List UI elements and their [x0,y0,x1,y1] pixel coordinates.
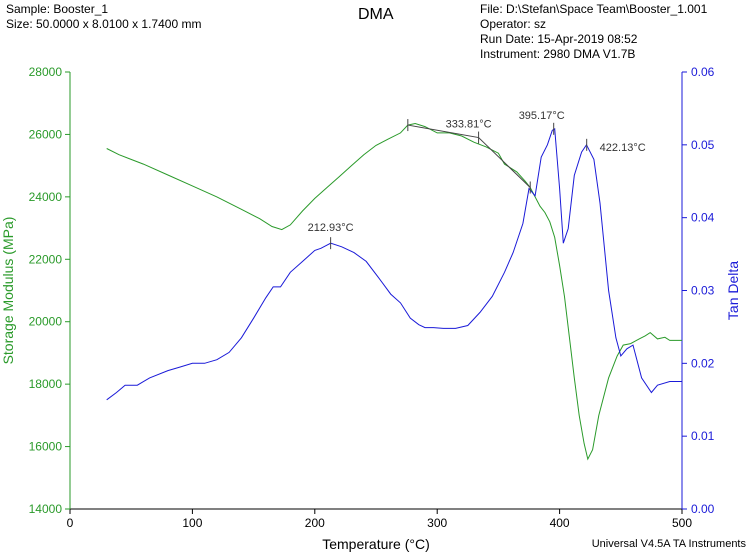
x-tick-label: 200 [305,516,325,530]
storage-modulus-line [106,122,682,461]
annotation-label: 212.93°C [308,222,354,234]
x-tick-label: 100 [182,516,202,530]
x-axis-title: Temperature (°C) [322,536,430,552]
software-version-label: Universal V4.5A TA Instruments [591,538,746,550]
y-left-tick-label: 16000 [29,440,63,454]
run-date-label: Run Date: 15-Apr-2019 08:52 [480,32,638,46]
y-left-tick-label: 22000 [29,252,63,266]
y-right-tick-label: 0.02 [691,356,715,370]
annotation-label: 395.17°C [519,110,565,122]
y-left-tick-label: 26000 [29,127,63,141]
y-left-tick-label: 24000 [29,190,63,204]
x-tick-label: 300 [427,516,447,530]
chart-title: DMA [358,6,394,23]
x-tick-label: 500 [672,516,692,530]
y-left-tick-label: 18000 [29,377,63,391]
size-label: Size: 50.0000 x 8.0100 x 1.7400 mm [6,17,202,31]
y-right-tick-label: 0.01 [691,429,715,443]
y-left-tick-label: 14000 [29,502,63,516]
y-left-tick-label: 28000 [29,65,63,79]
sample-label: Sample: Booster_1 [6,2,109,16]
y-axis-left-title: Storage Modulus (MPa) [0,217,16,365]
y-axis-right-title: Tan Delta [725,261,741,320]
tan-delta-line [106,127,682,401]
y-left-tick-label: 20000 [29,315,63,329]
annotation-label: 422.13°C [600,142,646,154]
instrument-label: Instrument: 2980 DMA V1.7B [480,47,636,61]
y-right-tick-label: 0.03 [691,284,715,298]
x-tick-label: 400 [550,516,570,530]
y-right-tick-label: 0.00 [691,502,715,516]
annotation-label: 333.81°C [446,119,492,131]
operator-label: Operator: sz [480,17,547,31]
y-right-tick-label: 0.05 [691,138,715,152]
onset-tangent-line [407,124,531,188]
file-label: File: D:\Stefan\Space Team\Booster_1.001 [480,2,708,16]
y-right-tick-label: 0.06 [691,65,715,79]
x-tick-label: 0 [67,516,74,530]
y-right-tick-label: 0.04 [691,211,715,225]
